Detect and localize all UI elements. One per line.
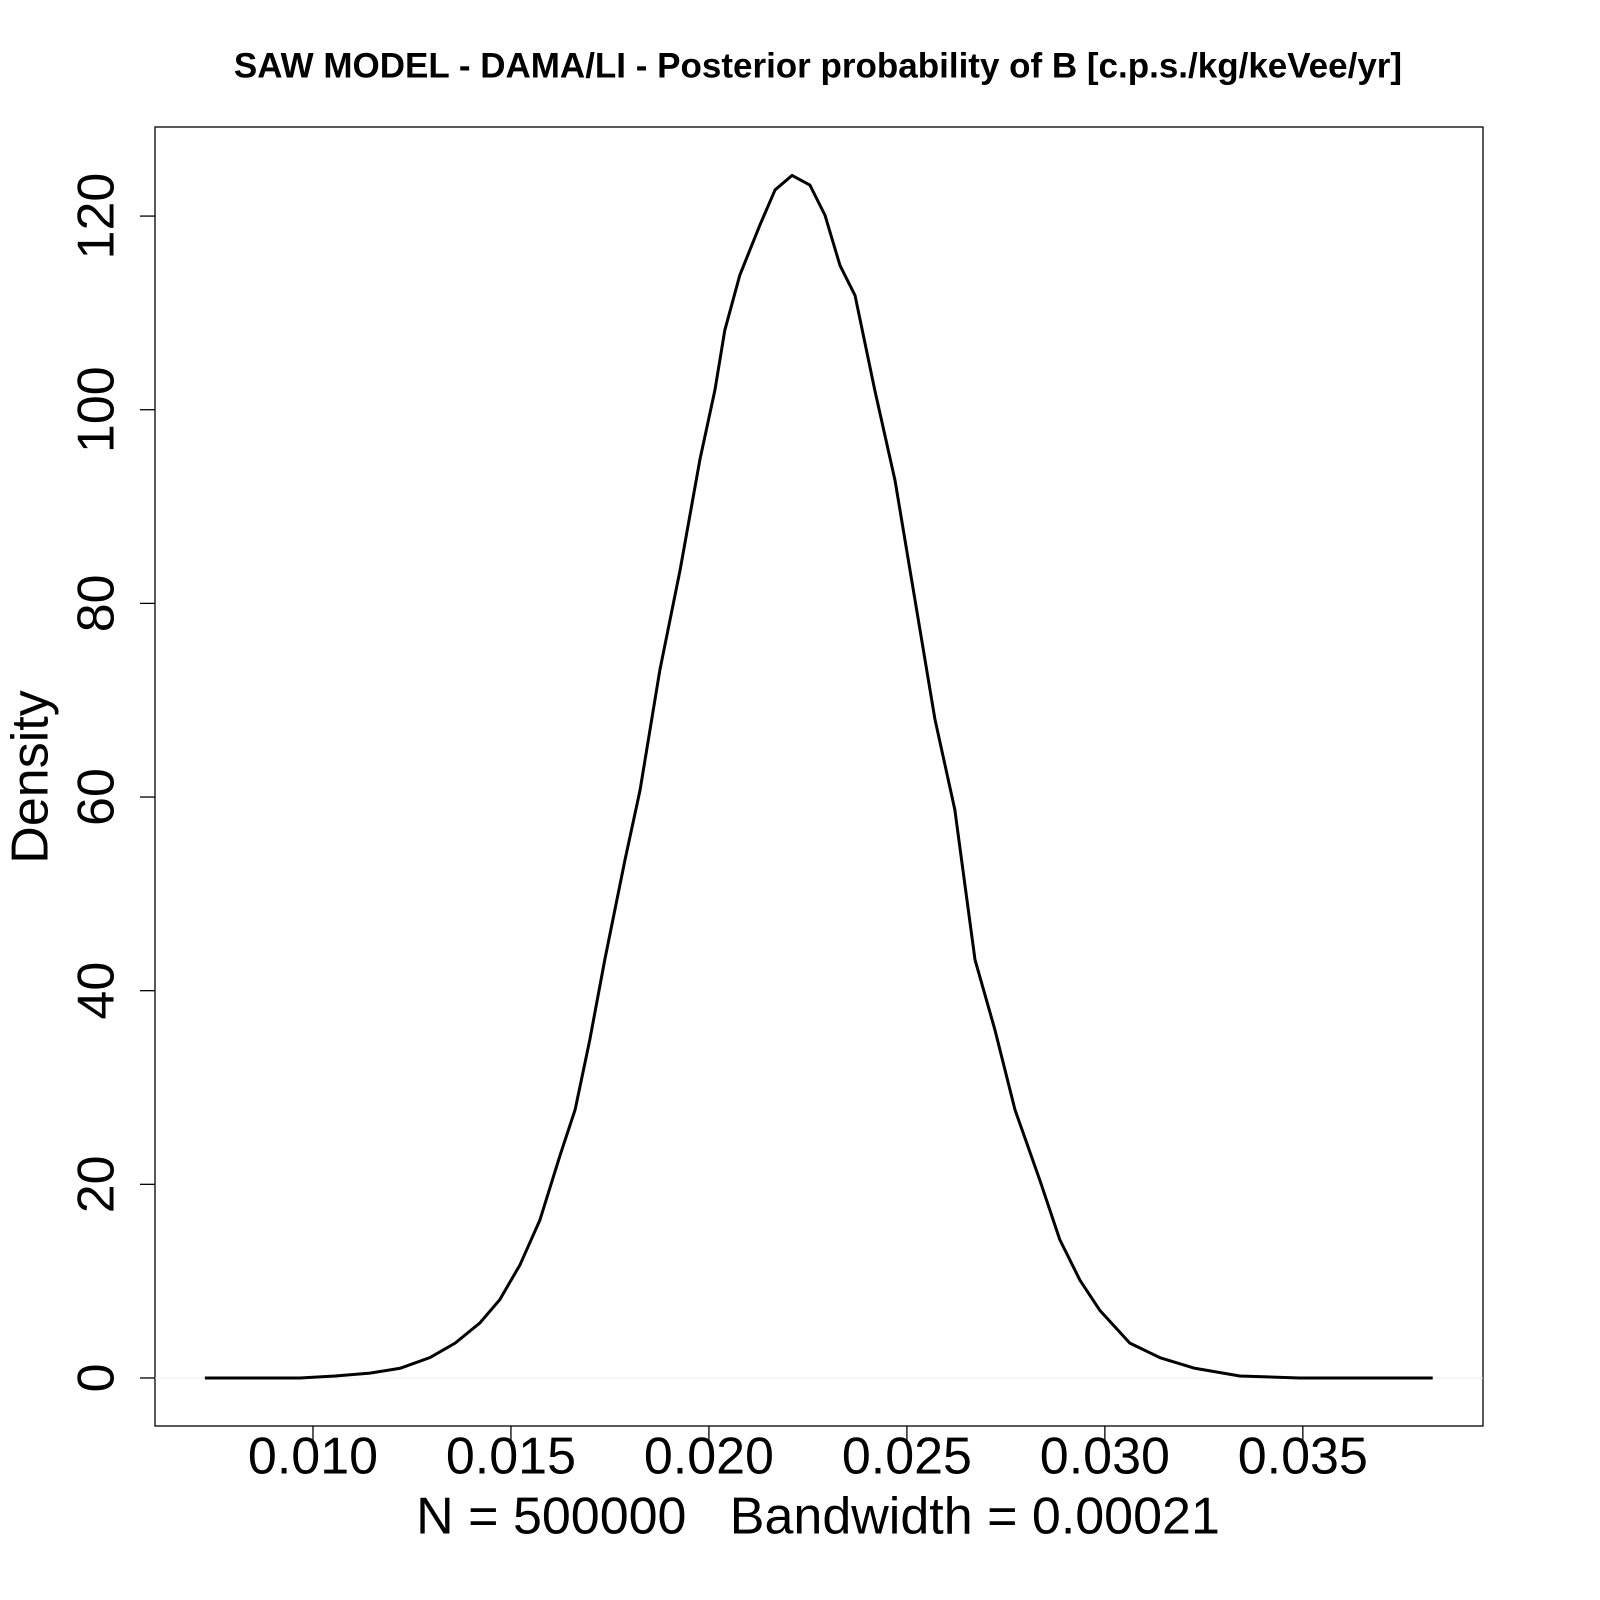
density-line [204,173,1433,1380]
x-tick-label: 0.030 [1040,1428,1170,1486]
y-tick-label: 20 [68,1155,126,1213]
y-axis-label: Density [2,690,60,863]
y-tick-label: 0 [68,1364,126,1393]
plot-frame [154,126,1484,1427]
y-tick-label: 60 [68,768,126,826]
x-axis-label: N = 500000 Bandwidth = 0.00021 [416,1488,1220,1546]
y-tick-label: 120 [68,173,126,260]
y-tick-label: 100 [68,366,126,453]
x-tick-label: 0.010 [248,1428,378,1486]
x-tick-label: 0.020 [644,1428,774,1486]
y-tick-label: 40 [68,962,126,1020]
y-tick-label: 80 [68,574,126,632]
x-tick-label: 0.035 [1238,1428,1368,1486]
x-tick-label: 0.025 [842,1428,972,1486]
x-tick-label: 0.015 [446,1428,576,1486]
chart-title: SAW MODEL - DAMA/LI - Posterior probabil… [234,46,1402,85]
